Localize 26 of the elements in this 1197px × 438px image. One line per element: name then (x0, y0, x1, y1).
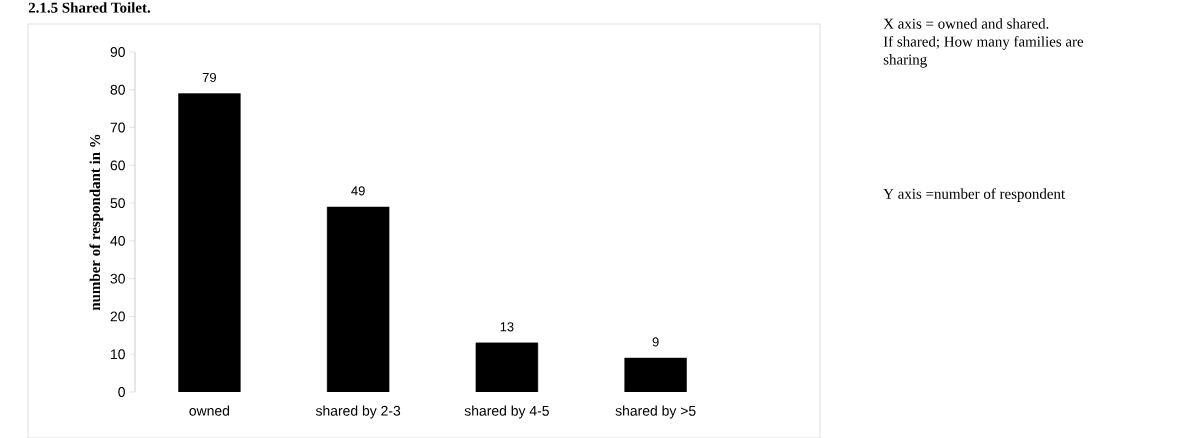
chart-title: 2.1.5 Shared Toilet. (28, 2, 151, 13)
y-tick-label: 20 (110, 311, 125, 322)
bar (624, 357, 687, 392)
y-tick-label: 60 (110, 160, 125, 171)
data-label: 9 (652, 337, 659, 347)
data-label: 13 (500, 322, 514, 332)
x-tick-label: shared by >5 (615, 405, 696, 419)
x-tick-label: owned (189, 405, 230, 416)
y-axis-title: number of respondant in % (89, 134, 104, 311)
y-tick-label: 0 (118, 387, 125, 397)
bar (475, 342, 539, 392)
y-tick-label: 90 (110, 47, 125, 57)
bar (178, 93, 241, 392)
text: X axis = owned and shared. If shared; How many families are sharing (883, 18, 1084, 68)
y-tick-label: 50 (110, 198, 125, 209)
bar (326, 206, 390, 392)
y-tick-label: 80 (110, 84, 125, 95)
y-tick-label: 70 (110, 122, 125, 133)
data-label: 79 (202, 72, 216, 83)
y-tick-label: 10 (111, 349, 125, 360)
text: Y axis =number of respondent (883, 188, 1066, 202)
data-label: 49 (351, 186, 365, 196)
y-tick-label: 30 (110, 273, 125, 284)
y-tick-label: 40 (110, 235, 125, 246)
x-tick-label: shared by 4-5 (464, 405, 549, 419)
x-tick-label: shared by 2-3 (315, 405, 401, 419)
